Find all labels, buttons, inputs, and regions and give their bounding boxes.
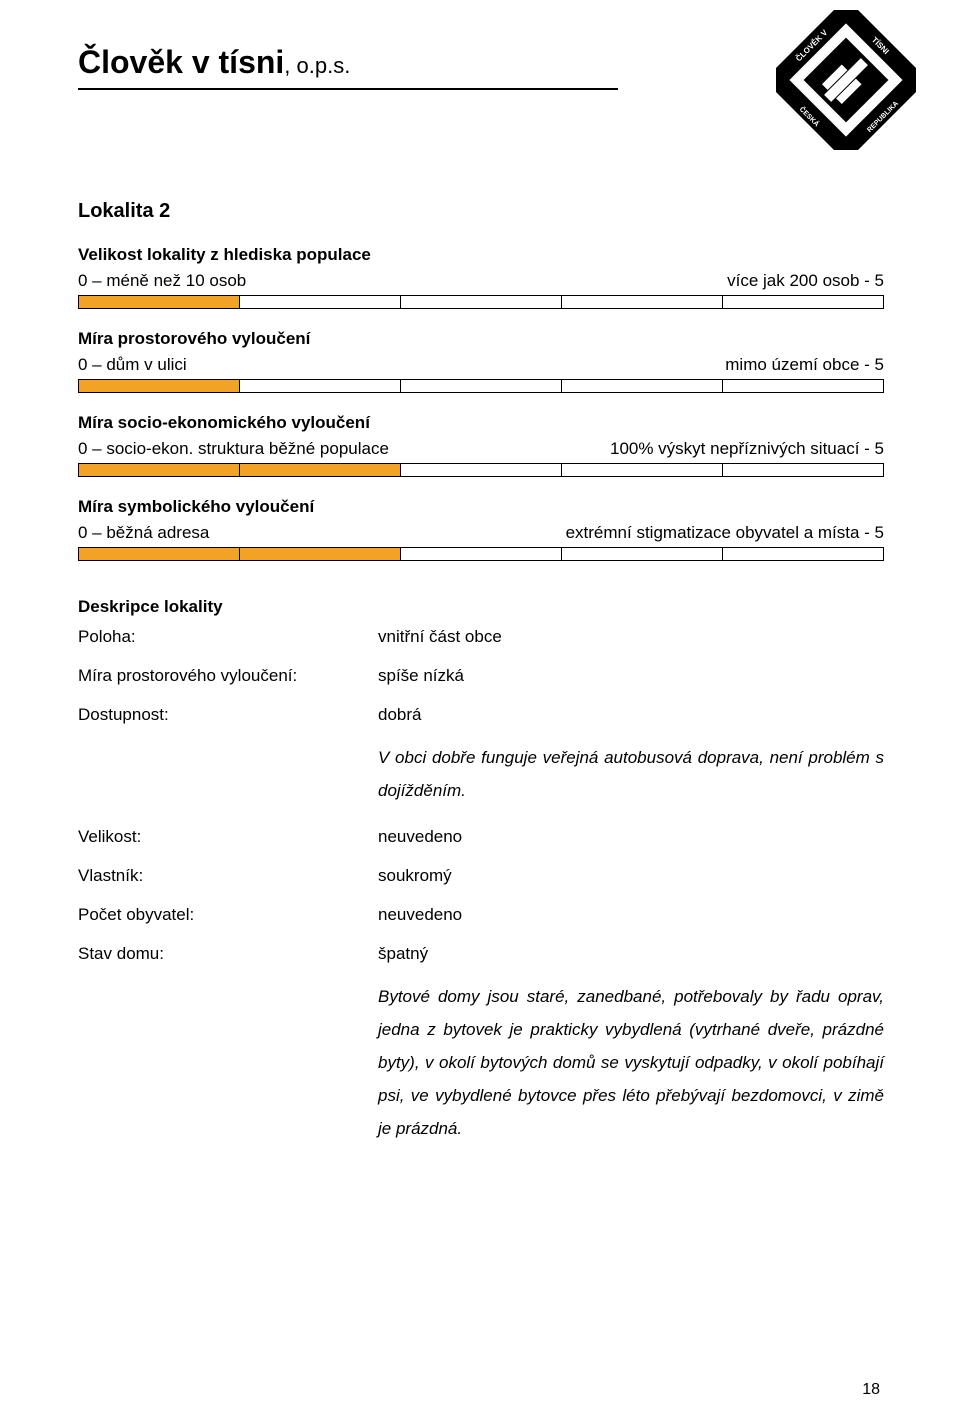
kv-label: Stav domu: [78, 940, 378, 967]
scale-cell-empty [561, 548, 722, 560]
scale-cell-filled [239, 464, 400, 476]
scale-heading: Míra symbolického vyloučení [78, 497, 884, 517]
kv-paragraph-stav: Bytové domy jsou staré, zanedbané, potře… [378, 980, 884, 1146]
kv-value: neuvedeno [378, 823, 884, 850]
scale-cell-filled [79, 296, 239, 308]
description-block: Deskripce lokality Poloha: vnitřní část … [78, 597, 884, 1145]
page-header: Člověk v tísni, o.p.s. ČLOVĚK V TÍSNI ČE… [0, 0, 960, 130]
scale-labels: 0 – běžná adresa extrémní stigmatizace o… [78, 523, 884, 543]
scale-cell-empty [561, 464, 722, 476]
scale-bar [78, 295, 884, 309]
kv-row-pocet: Počet obyvatel: neuvedeno [78, 901, 884, 928]
scale-labels: 0 – socio-ekon. struktura běžné populace… [78, 439, 884, 459]
scale-cell-empty [722, 548, 883, 560]
kv-value: vnitřní část obce [378, 623, 884, 650]
scale-bar [78, 463, 884, 477]
scale-labels: 0 – méně než 10 osob více jak 200 osob -… [78, 271, 884, 291]
kv-label: Míra prostorového vyloučení: [78, 662, 378, 689]
document-page: Člověk v tísni, o.p.s. ČLOVĚK V TÍSNI ČE… [0, 0, 960, 1427]
scale-left-label: 0 – méně než 10 osob [78, 271, 246, 291]
kv-label: Počet obyvatel: [78, 901, 378, 928]
kv-value: spíše nízká [378, 662, 884, 689]
kv-row-poloha: Poloha: vnitřní část obce [78, 623, 884, 650]
scale-cell-empty [239, 296, 400, 308]
scale-cell-empty [561, 380, 722, 392]
scale-labels: 0 – dům v ulici mimo území obce - 5 [78, 355, 884, 375]
description-heading: Deskripce lokality [78, 597, 884, 617]
scale-cell-empty [722, 464, 883, 476]
scale-right-label: více jak 200 osob - 5 [727, 271, 884, 291]
org-logo-icon: ČLOVĚK V TÍSNI ČESKÁ REPUBLIKA [776, 10, 916, 150]
kv-label: Poloha: [78, 623, 378, 650]
kv-value: neuvedeno [378, 901, 884, 928]
scale-heading: Míra socio-ekonomického vyloučení [78, 413, 884, 433]
scale-right-label: mimo území obce - 5 [725, 355, 884, 375]
scale-cell-empty [239, 380, 400, 392]
kv-row-velikost: Velikost: neuvedeno [78, 823, 884, 850]
brand-underline [78, 88, 618, 90]
scale-cell-empty [722, 380, 883, 392]
scale-heading: Míra prostorového vyloučení [78, 329, 884, 349]
kv-value: špatný [378, 940, 884, 967]
kv-value: soukromý [378, 862, 884, 889]
kv-paragraph-dostupnost: V obci dobře funguje veřejná autobusová … [378, 741, 884, 807]
scale-cell-filled [79, 548, 239, 560]
scale-cell-filled [239, 548, 400, 560]
scale-cell-filled [79, 380, 239, 392]
scale-cell-empty [561, 296, 722, 308]
scale-left-label: 0 – běžná adresa [78, 523, 209, 543]
kv-label: Vlastník: [78, 862, 378, 889]
page-number: 18 [862, 1381, 880, 1399]
page-content: Lokalita 2 Velikost lokality z hlediska … [0, 130, 960, 1145]
kv-row-vlastnik: Vlastník: soukromý [78, 862, 884, 889]
scale-left-label: 0 – dům v ulici [78, 355, 187, 375]
scale-cell-empty [400, 548, 561, 560]
scale-cell-filled [79, 464, 239, 476]
kv-value: dobrá [378, 701, 884, 728]
scale-left-label: 0 – socio-ekon. struktura běžné populace [78, 439, 389, 459]
kv-row-dostupnost: Dostupnost: dobrá [78, 701, 884, 728]
kv-row-stav: Stav domu: špatný [78, 940, 884, 967]
scale-cell-empty [400, 380, 561, 392]
brand-title: Člověk v tísni, o.p.s. [78, 44, 350, 81]
brand-title-suffix: , o.p.s. [284, 53, 350, 78]
scale-bar [78, 379, 884, 393]
section-title: Lokalita 2 [78, 200, 884, 223]
scale-right-label: 100% výskyt nepříznivých situací - 5 [610, 439, 884, 459]
scale-cell-empty [722, 296, 883, 308]
scale-cell-empty [400, 464, 561, 476]
scale-bar [78, 547, 884, 561]
kv-label: Velikost: [78, 823, 378, 850]
scale-cell-empty [400, 296, 561, 308]
kv-row-mira: Míra prostorového vyloučení: spíše nízká [78, 662, 884, 689]
brand-title-main: Člověk v tísni [78, 44, 284, 80]
kv-label: Dostupnost: [78, 701, 378, 728]
scale-heading: Velikost lokality z hlediska populace [78, 245, 884, 265]
scale-right-label: extrémní stigmatizace obyvatel a místa -… [566, 523, 884, 543]
